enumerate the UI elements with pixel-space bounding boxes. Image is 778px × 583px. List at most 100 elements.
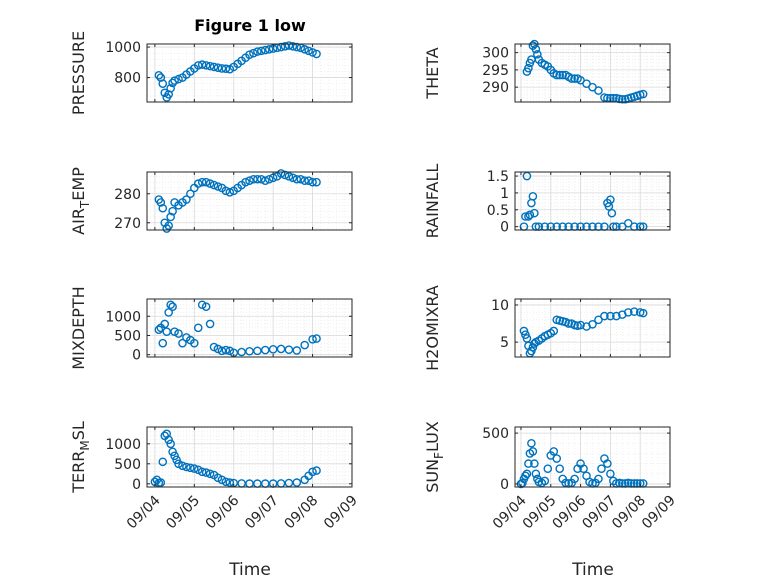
data-point [193,179,203,188]
data-point [160,319,170,329]
y-axis-label: TERRMSL [69,421,92,494]
data-point [606,195,615,204]
x-tick-label: 09/09 [321,493,361,533]
data-point [174,329,183,338]
data-point [521,212,530,221]
data-point [531,44,541,54]
data-point [260,45,270,55]
data-point [527,438,536,448]
data-point [201,468,211,477]
data-point [166,212,175,222]
data-point [629,307,639,316]
data-point [213,63,223,72]
data-point [308,177,317,187]
data-point [205,319,215,329]
data-point [257,46,266,56]
data-point [245,50,254,59]
y-tick-label: 1.5 [487,169,509,185]
data-point [160,88,170,98]
data-point [570,74,579,83]
data-point [201,177,211,187]
subplot-air-temp: 270 280 AIRTEMP [69,167,353,235]
data-point [528,447,538,456]
x-axis-label-right: Time [571,560,614,580]
subplot-h2omixra: 5 10 H2OMIXRA [423,285,671,371]
data-point [606,311,615,321]
data-point [607,208,617,218]
y-axis-label: THETA [423,47,442,99]
data-point [292,478,302,487]
y-tick-label: 500 [482,426,509,442]
data-point [280,170,290,180]
data-point [549,326,559,336]
data-point [579,464,588,473]
y-tick-label: 0.5 [487,203,509,219]
data-point [304,46,313,56]
axes-box [514,171,671,231]
data-point [197,177,207,187]
x-tick-label: 09/05 [163,493,203,533]
x-tick-label: 09/08 [282,493,322,533]
data-point [597,464,606,473]
subplot-rainfall: 00.511.5 RAINFALL [423,164,671,239]
data-point [594,86,603,95]
x-tick-label: 09/07 [242,493,282,533]
data-point [540,476,550,486]
data-point [186,463,195,473]
data-point [241,177,250,187]
x-tick-label: 09/04 [124,492,164,532]
data-point [570,474,579,484]
data-point [292,346,302,355]
data-point [600,311,609,321]
data-point [612,311,621,321]
data-point [300,45,309,54]
y-tick-label: 0 [500,477,509,493]
data-point [555,464,565,473]
data-point [638,308,648,318]
data-point [186,189,195,199]
data-point [531,469,541,479]
y-axis-label: MIXDEPTH [69,286,88,369]
y-axis-label: AIRTEMP [69,167,92,235]
data-point [197,60,207,69]
y-tick-label: 800 [114,71,141,87]
data-point [156,478,166,487]
y-axis-label: RAINFALL [423,164,442,239]
y-tick-label: 0 [500,220,509,236]
data-point [606,469,615,479]
x-axis-label-left: Time [228,560,271,580]
y-tick-label: 5 [500,335,509,351]
data-point [521,471,530,481]
axes-box [514,43,671,103]
data-point [158,338,168,348]
data-point [170,451,179,461]
data-point [543,464,553,473]
data-point [237,347,246,357]
y-tick-label: 1000 [105,437,141,453]
y-tick-label: 0 [132,348,141,364]
data-point [530,208,539,218]
data-point [168,78,177,88]
plot-area [515,172,670,230]
data-point [168,302,177,311]
data-point [225,478,235,487]
y-axis-label: PRESSURE [69,31,88,115]
data-point [209,62,219,72]
data-point [312,177,321,187]
data-point [253,174,262,184]
data-point [276,169,286,178]
data-point [284,172,294,181]
axes-box [146,43,353,103]
x-tick-label: 09/09 [639,493,679,533]
data-point [284,41,294,50]
data-point [182,462,191,472]
y-tick-label: 0 [132,477,141,493]
data-point [564,319,573,328]
y-tick-label: 1000 [105,309,141,325]
y-tick-label: 300 [482,46,509,62]
data-point [567,74,576,83]
data-point [552,454,562,463]
data-point [555,70,565,80]
subplot-pressure: 800 1000 PRESSURE [69,31,353,115]
